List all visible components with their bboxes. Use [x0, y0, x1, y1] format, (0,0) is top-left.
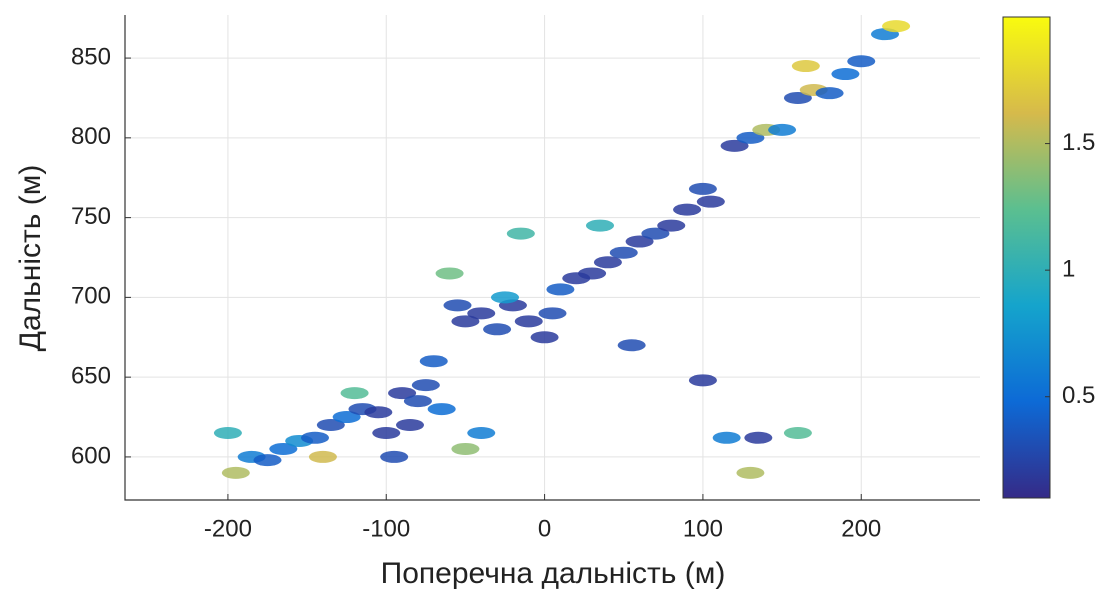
point: [309, 451, 337, 463]
point: [428, 403, 456, 415]
point: [444, 299, 472, 311]
y-tick-label: 800: [71, 123, 111, 150]
colorbar: [1003, 17, 1050, 498]
point: [214, 427, 242, 439]
point: [341, 387, 369, 399]
point: [847, 55, 875, 67]
x-tick-label: 100: [683, 515, 723, 542]
point: [372, 427, 400, 439]
point: [531, 331, 559, 343]
point: [610, 247, 638, 259]
point: [539, 307, 567, 319]
point: [467, 427, 495, 439]
point: [792, 60, 820, 72]
x-axis-label: Поперечна дальність (м): [381, 557, 726, 590]
point: [744, 432, 772, 444]
point: [507, 228, 535, 240]
point: [451, 443, 479, 455]
point: [578, 267, 606, 279]
point: [689, 374, 717, 386]
colorbar-tick-label: 1: [1062, 256, 1075, 283]
y-tick-label: 700: [71, 283, 111, 310]
point: [404, 395, 432, 407]
point: [713, 432, 741, 444]
point: [586, 220, 614, 232]
point: [491, 291, 519, 303]
point: [436, 267, 464, 279]
point: [380, 451, 408, 463]
x-tick-label: -200: [204, 515, 252, 542]
x-tick-label: 200: [841, 515, 881, 542]
point: [618, 339, 646, 351]
point: [467, 307, 495, 319]
point: [831, 68, 859, 80]
point: [515, 315, 543, 327]
point: [768, 124, 796, 136]
point: [697, 196, 725, 208]
y-tick-label: 650: [71, 362, 111, 389]
point: [673, 204, 701, 216]
y-axis-label: Дальність (м): [14, 165, 47, 352]
x-tick-label: -100: [362, 515, 410, 542]
point: [396, 419, 424, 431]
colorbar-tick-label: 0.5: [1062, 382, 1095, 409]
point: [254, 454, 282, 466]
y-tick-label: 750: [71, 203, 111, 230]
chart: Поперечна дальність (м) Дальність (м) -2…: [0, 0, 1105, 597]
axes-frame: [125, 15, 980, 500]
x-tick-label: 0: [538, 515, 551, 542]
point: [689, 183, 717, 195]
y-tick-label: 850: [71, 43, 111, 70]
colorbar-tick-label: 1.5: [1062, 129, 1095, 156]
point: [222, 467, 250, 479]
point: [784, 427, 812, 439]
point: [882, 20, 910, 32]
point: [301, 432, 329, 444]
point: [420, 355, 448, 367]
point: [483, 323, 511, 335]
point: [736, 467, 764, 479]
point: [816, 87, 844, 99]
point: [364, 406, 392, 418]
y-tick-label: 600: [71, 442, 111, 469]
point: [412, 379, 440, 391]
point: [657, 220, 685, 232]
point: [546, 283, 574, 295]
